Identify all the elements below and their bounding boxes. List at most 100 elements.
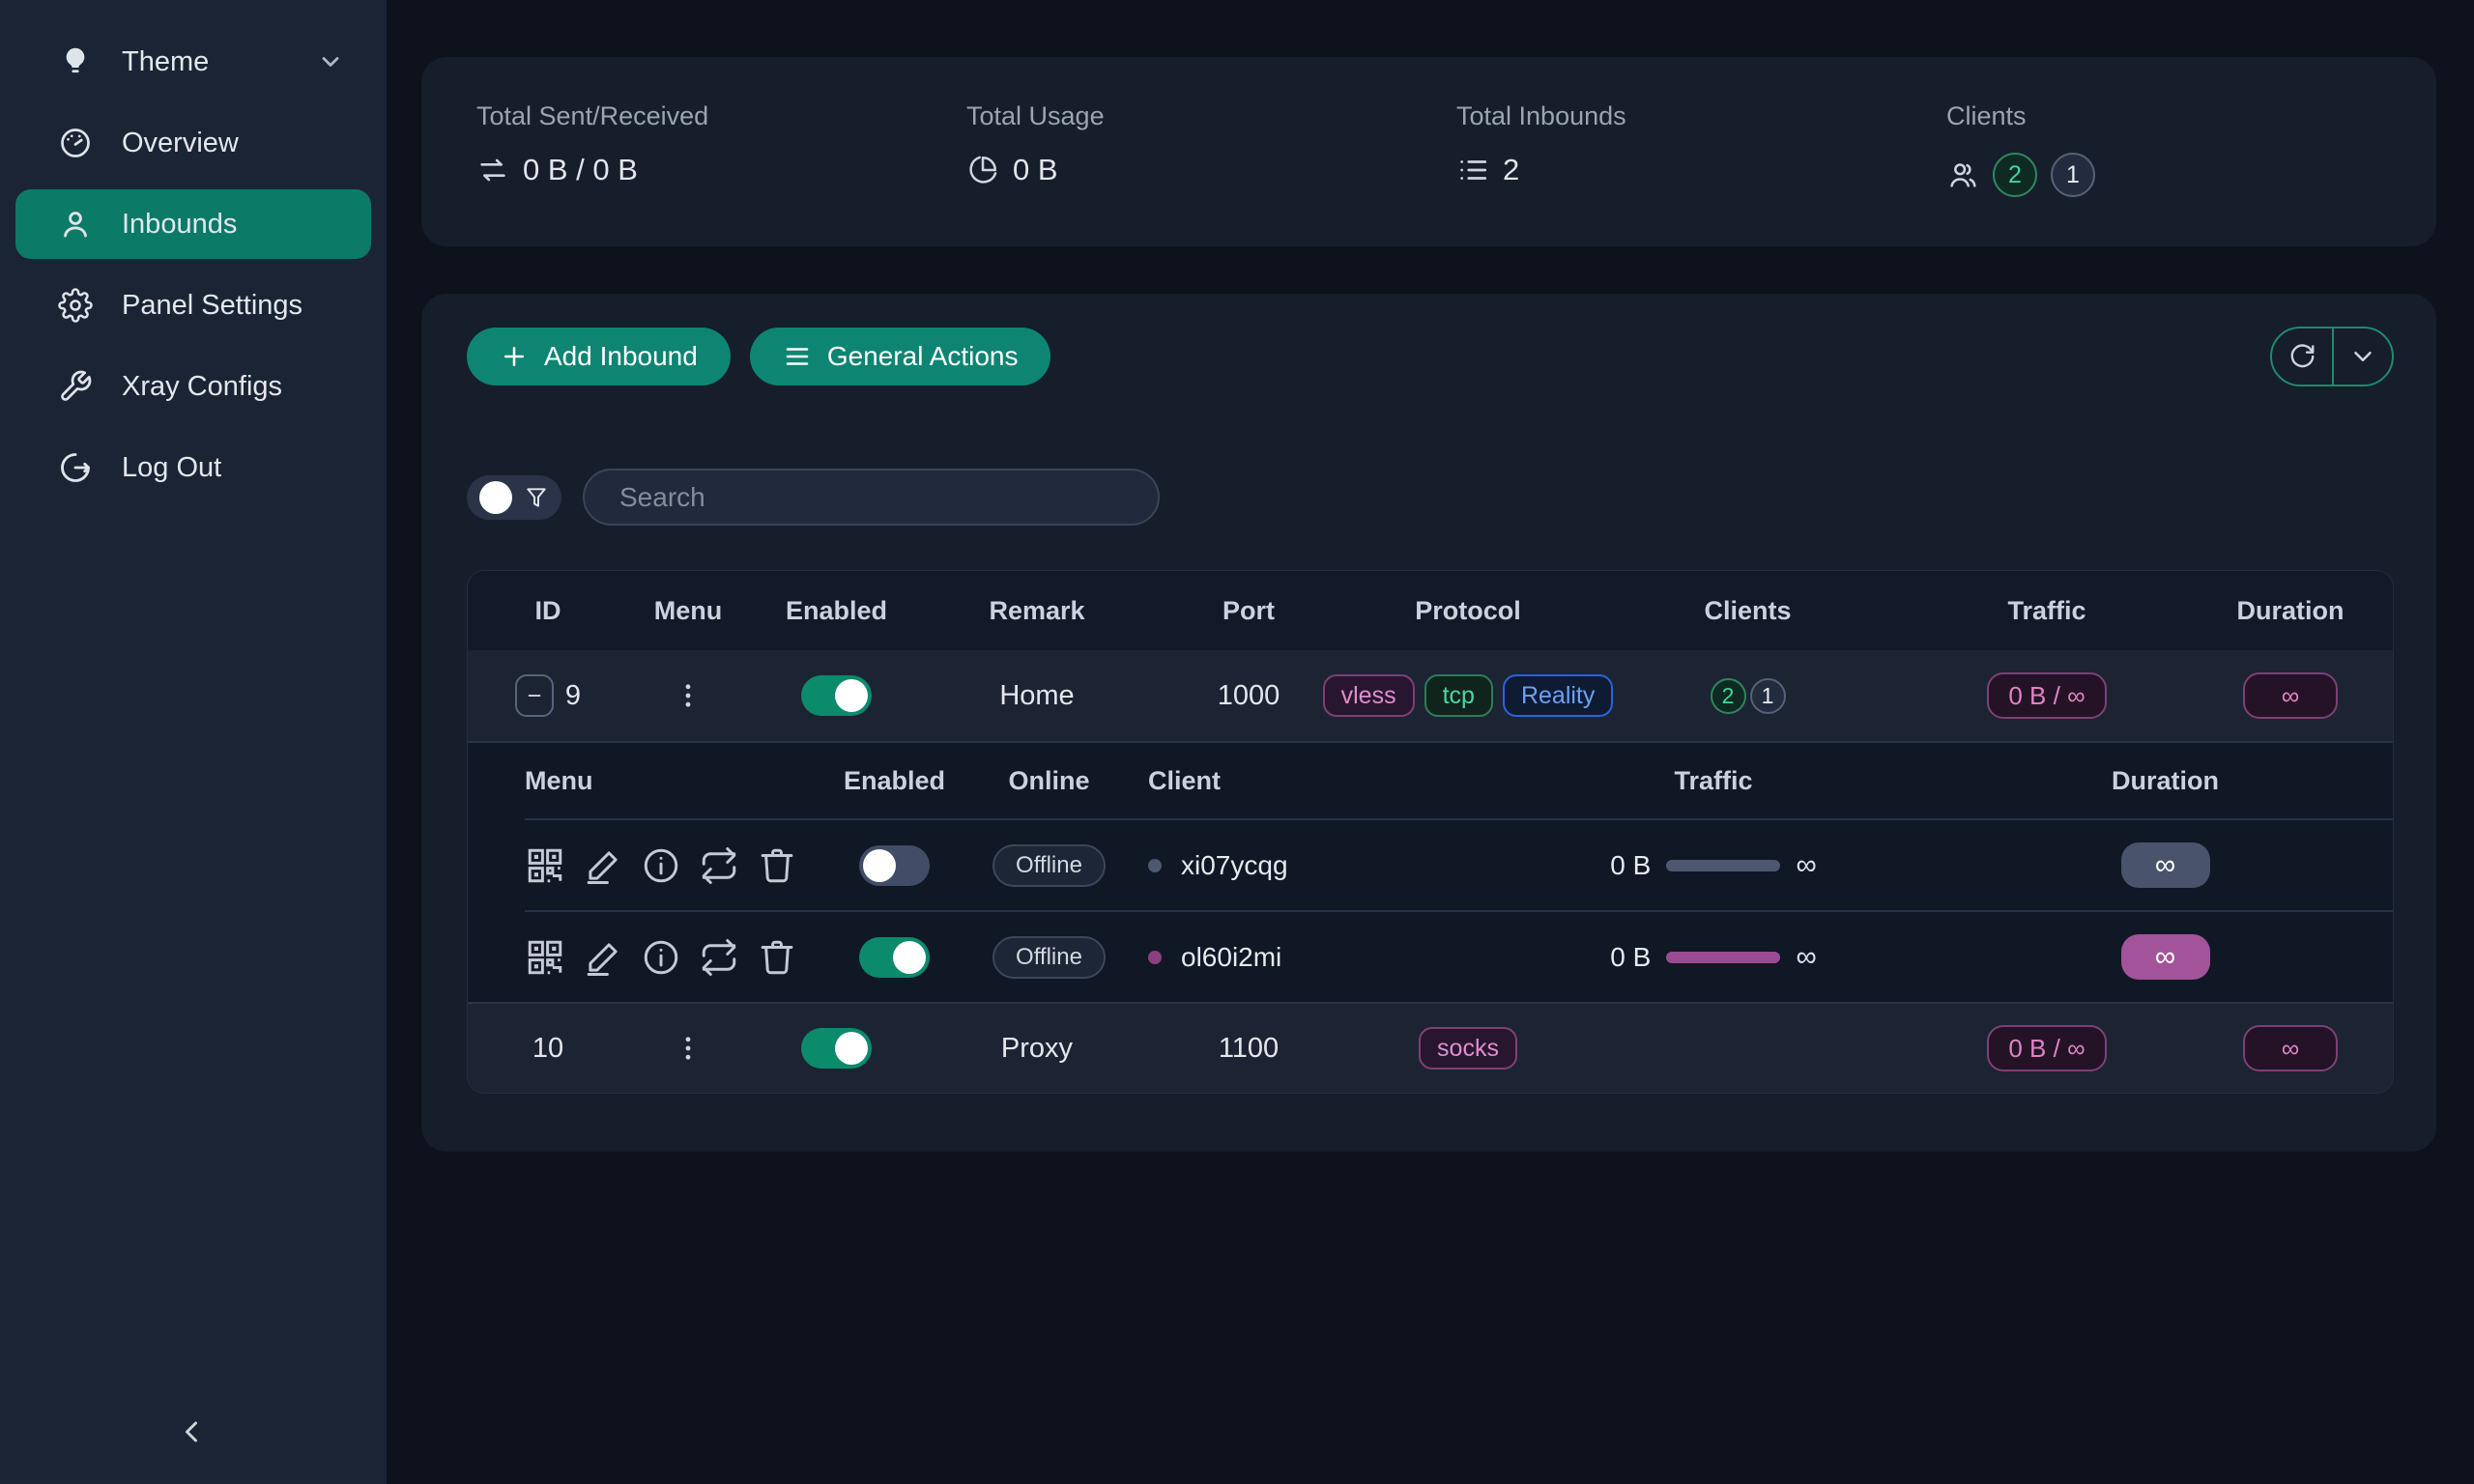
refresh-button[interactable] [2272,328,2332,385]
table-row-inbound-10: 10 Proxy 1100 socks 0 B / ∞ ∞ [468,1002,2393,1093]
sidebar-item-label: Panel Settings [122,289,303,321]
reset-traffic-icon[interactable] [699,845,739,886]
logout-icon [58,450,93,485]
client-enabled-toggle[interactable] [859,844,930,886]
bulb-icon [58,44,93,79]
toggle-knob [479,480,512,514]
qr-code-icon[interactable] [525,937,565,978]
trash-icon[interactable] [757,845,797,886]
sidebar-collapse-button[interactable] [153,1401,230,1463]
subtable-header-row: Menu Enabled Online Client Traffic Durat… [525,743,2393,818]
inbound-enabled-toggle[interactable] [801,675,872,716]
main-content: Total Sent/Received 0 B / 0 B Total Usag… [387,0,2474,1484]
sidebar-item-theme[interactable]: Theme [15,27,371,97]
stat-label: Total Inbounds [1456,101,1626,130]
trash-icon[interactable] [757,937,797,978]
client-row-ol60i2mi: Offline ol60i2mi 0 B ∞ ∞ [525,910,2393,1002]
menu-lines-icon [783,342,812,371]
stat-value: 0 B [1013,153,1058,186]
protocol-tag-socks: socks [1419,1027,1517,1070]
filter-toggle[interactable] [467,474,561,520]
duration-badge: ∞ [2243,1025,2338,1071]
add-inbound-button[interactable]: Add Inbound [467,328,731,385]
header-enabled: Enabled [785,595,888,625]
clients-total-badge: 1 [2051,153,2095,197]
client-color-dot [1148,858,1162,872]
info-icon[interactable] [641,845,681,886]
row-menu-button[interactable] [628,1032,748,1065]
general-actions-button[interactable]: General Actions [749,328,1051,385]
stat-label: Total Sent/Received [476,101,709,130]
chevron-down-icon [2354,352,2372,361]
inbound-port: 1000 [1217,679,1280,711]
toggle-knob [893,940,926,974]
traffic-limit: ∞ [1796,940,1817,973]
protocol-tag-vless: vless [1322,674,1415,717]
refresh-button-group [2270,327,2394,386]
stat-value: 2 [1503,153,1520,186]
sidebar-item-xray-configs[interactable]: Xray Configs [15,352,371,421]
stat-total-sent-received: Total Sent/Received 0 B / 0 B [476,101,966,246]
inbound-port: 1100 [1218,1032,1280,1064]
stats-card: Total Sent/Received 0 B / 0 B Total Usag… [421,57,2436,246]
qr-code-icon[interactable] [525,845,565,886]
online-status-badge: Offline [992,935,1106,979]
table-header-row: ID Menu Enabled Remark Port Protocol Cli… [468,571,2393,650]
wrench-icon [58,369,93,404]
protocol-tag-reality: Reality [1502,674,1614,717]
sidebar-item-overview[interactable]: Overview [15,108,371,178]
swap-arrows-icon [476,154,509,186]
expanded-clients-section: Menu Enabled Online Client Traffic Durat… [468,741,2393,1002]
subheader-enabled: Enabled [843,765,946,795]
subheader-traffic: Traffic [1674,765,1753,795]
header-traffic: Traffic [2007,595,2086,625]
chevron-left-icon [186,1421,197,1442]
search-input[interactable] [583,469,1160,526]
duration-badge: ∞ [2120,842,2210,888]
sidebar-item-panel-settings[interactable]: Panel Settings [15,271,371,340]
sidebar-item-logout[interactable]: Log Out [15,433,371,502]
user-icon [58,207,93,242]
stat-label: Clients [1946,101,2027,130]
toggle-knob [863,848,896,882]
header-menu: Menu [653,595,723,625]
minus-icon [528,695,541,697]
dots-vertical-icon [685,1037,691,1060]
people-icon [1946,158,1979,191]
sidebar: Theme Overview Inbounds Panel Settings X… [0,0,387,1484]
client-enabled-toggle[interactable] [859,936,930,978]
online-status-badge: Offline [992,843,1106,887]
reset-traffic-icon[interactable] [699,937,739,978]
refresh-dropdown-button[interactable] [2332,328,2392,385]
protocol-tag-tcp: tcp [1424,674,1493,717]
toggle-knob [835,679,868,712]
chevron-down-icon [317,48,344,75]
client-row-xi07ycqg: Offline xi07ycqg 0 B ∞ ∞ [525,818,2393,910]
row-menu-button[interactable] [628,679,748,712]
header-clients: Clients [1704,595,1792,625]
client-name: xi07ycqg [1181,849,1288,880]
sidebar-item-inbounds[interactable]: Inbounds [15,189,371,259]
traffic-used: 0 B [1610,941,1652,972]
subheader-client: Client [1148,765,1222,795]
plus-icon [500,342,529,371]
traffic-used: 0 B [1610,849,1652,880]
inbound-enabled-toggle[interactable] [801,1028,872,1069]
stat-clients: Clients 2 1 [1946,101,2436,246]
traffic-badge: 0 B / ∞ [1987,1025,2107,1071]
gauge-icon [58,126,93,160]
header-duration: Duration [2236,595,2345,625]
edit-icon[interactable] [583,845,623,886]
subheader-duration: Duration [2112,765,2219,795]
table-row-inbound-9: 9 Home 1000 vless tcp Reality 2 1 [468,650,2393,741]
traffic-progress-bar [1666,951,1781,963]
header-id: ID [534,595,561,625]
collapse-row-button[interactable] [514,674,554,717]
traffic-limit: ∞ [1796,848,1817,881]
stat-total-usage: Total Usage 0 B [966,101,1456,246]
clients-online-badge: 2 [1993,153,2037,197]
edit-icon[interactable] [583,937,623,978]
info-icon[interactable] [641,937,681,978]
header-port: Port [1223,595,1275,625]
inbound-id: 10 [532,1032,564,1064]
